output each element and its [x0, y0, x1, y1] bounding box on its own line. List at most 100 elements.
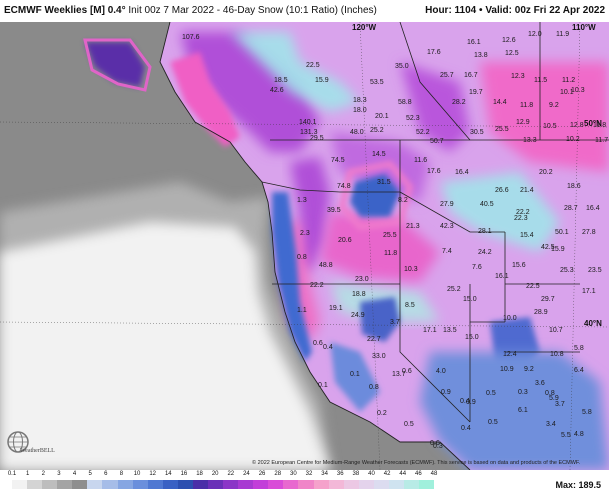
legend-tick-label: 46 [415, 471, 422, 477]
legend-swatch [358, 480, 374, 489]
legend-tick-label: 6 [104, 471, 108, 477]
snow-value-label: 16.1 [467, 39, 481, 46]
snow-value-label: 10.3 [571, 87, 585, 94]
lat-label-50n: 50°N [584, 119, 602, 128]
snow-value-label: 11.6 [414, 157, 427, 164]
snow-value-label: 0.9 [466, 399, 476, 406]
legend-swatch [132, 480, 148, 489]
snow-value-label: 11.8 [384, 250, 397, 257]
legend-swatch [388, 480, 405, 489]
snow-value-label: 5.9 [549, 395, 559, 402]
legend-tick-label: 44 [399, 471, 407, 477]
legend-swatch [313, 480, 329, 489]
snow-value-label: 16.4 [455, 169, 469, 176]
snow-value-label: 48.8 [319, 262, 333, 269]
logo-text: WeatherBELL [20, 448, 55, 454]
snowfall-map: 120°W 110°W 50°N 40°N 107.6 22.5 35.0 17.6 1… [0, 22, 609, 470]
valid-time: Valid: 00z Fri 22 Apr 2022 [485, 5, 605, 16]
snow-value-label: 7.6 [472, 264, 482, 271]
snow-value-label: 14.5 [372, 151, 386, 158]
legend-tick-label: 40 [368, 471, 375, 477]
snow-value-label: 22.7 [367, 336, 381, 343]
snow-value-label: 8.5 [405, 302, 415, 309]
snow-value-label: 5.5 [561, 432, 571, 439]
legend-swatch [57, 480, 73, 489]
snow-value-label: 0.3 [433, 443, 443, 450]
legend-tick-label: 26 [258, 471, 266, 477]
snow-value-label: 13.5 [443, 327, 457, 334]
blue-vancouver-island [85, 42, 145, 87]
snow-value-label: 3.6 [535, 380, 545, 387]
snow-value-label: 18.0 [353, 107, 367, 114]
snow-value-label: 15.0 [463, 296, 477, 303]
legend-colorbar [12, 480, 435, 489]
color-legend: 0.1 1 2 3 4 5 6 8 10 12 14 16 18 20 22 24 26 28 30 32 34 36 38… [0, 470, 609, 500]
snow-value-label: 25.3 [560, 267, 574, 274]
snow-value-label: 74.5 [331, 157, 345, 164]
snow-value-label: 7.4 [442, 248, 452, 255]
snow-value-label: 0.6 [430, 440, 440, 447]
snow-value-label: 12.4 [503, 351, 517, 358]
snow-value-label: 11.8 [593, 122, 606, 129]
snow-value-label: 26.6 [495, 187, 509, 194]
snow-value-label: 6.4 [574, 367, 584, 374]
snow-value-label: 23.5 [588, 267, 602, 274]
snow-value-label: 11.2 [562, 77, 575, 84]
snow-value-label: 40.5 [480, 201, 494, 208]
snow-value-label: 17.6 [427, 168, 441, 175]
snow-value-label: 12.0 [528, 31, 542, 38]
cyan-band-north [230, 32, 360, 112]
snow-value-label: 13.3 [523, 137, 537, 144]
legend-tick-label: 5 [88, 471, 92, 477]
title-right: Hour: 1104 • Valid: 00z Fri 22 Apr 2022 [425, 5, 605, 16]
snow-value-label: 22.3 [514, 215, 528, 222]
snow-value-label: 21.4 [520, 187, 534, 194]
snow-value-label: 16.4 [586, 205, 600, 212]
snow-value-label: 107.6 [182, 34, 200, 41]
legend-swatch [238, 480, 254, 489]
snow-value-label: 25.2 [370, 127, 384, 134]
globe-icon [7, 431, 29, 453]
snow-value-label: 18.5 [274, 77, 288, 84]
snow-value-label: 24.2 [478, 249, 492, 256]
snow-value-label: 10.8 [550, 351, 564, 358]
snow-value-label: 15.0 [465, 334, 479, 341]
legend-swatch [117, 480, 133, 489]
political-borders [261, 22, 609, 423]
legend-tick-label: 24 [243, 471, 250, 477]
snow-value-label: 15.9 [551, 246, 565, 253]
snow-value-label: 12.5 [505, 50, 519, 57]
legend-tick-label: 12 [149, 471, 156, 477]
product-name: 46-Day Snow (10:1 Ratio) (Inches) [222, 5, 377, 16]
snow-value-label: 12.6 [502, 37, 516, 44]
legend-tick-label: 36 [336, 471, 344, 477]
snow-value-label: 13.7 [392, 371, 406, 378]
snow-value-label: 15.9 [315, 77, 329, 84]
snow-value-label: 12.3 [511, 73, 525, 80]
snow-value-label: 140.1 [299, 119, 317, 126]
legend-tick-label: 8 [119, 471, 124, 477]
legend-swatch [147, 480, 163, 489]
snow-value-label: 19.7 [469, 89, 483, 96]
legend-swatch [373, 480, 389, 489]
legend-swatch [404, 480, 420, 489]
snow-value-label: 10.9 [500, 366, 514, 373]
snow-value-label: 42.3 [440, 223, 454, 230]
init-time: Init 00z 7 Mar 2022 [128, 5, 215, 16]
snow-value-label: 4.8 [574, 431, 584, 438]
snow-value-label: 0.2 [377, 410, 387, 417]
snow-value-label: 28.1 [478, 228, 492, 235]
snow-value-label: 16.7 [464, 72, 478, 79]
snow-value-label: 9.2 [549, 102, 559, 109]
legend-swatch [162, 480, 178, 489]
legend-swatch [328, 480, 344, 489]
snow-value-label: 24.9 [351, 312, 365, 319]
ocean-white [0, 222, 330, 470]
legend-swatch [253, 480, 269, 489]
blue-oregon-low [350, 174, 400, 217]
snow-value-label: 20.6 [338, 237, 352, 244]
snow-value-label: 18.8 [352, 291, 366, 298]
snow-value-label: 39.5 [327, 207, 341, 214]
legend-ticks: 0.1 1 2 3 4 5 6 8 10 12 14 16 18 20 22 24 26 28 30 32 34 36 38… [8, 471, 438, 480]
snow-value-label: 12.8 [570, 122, 584, 129]
